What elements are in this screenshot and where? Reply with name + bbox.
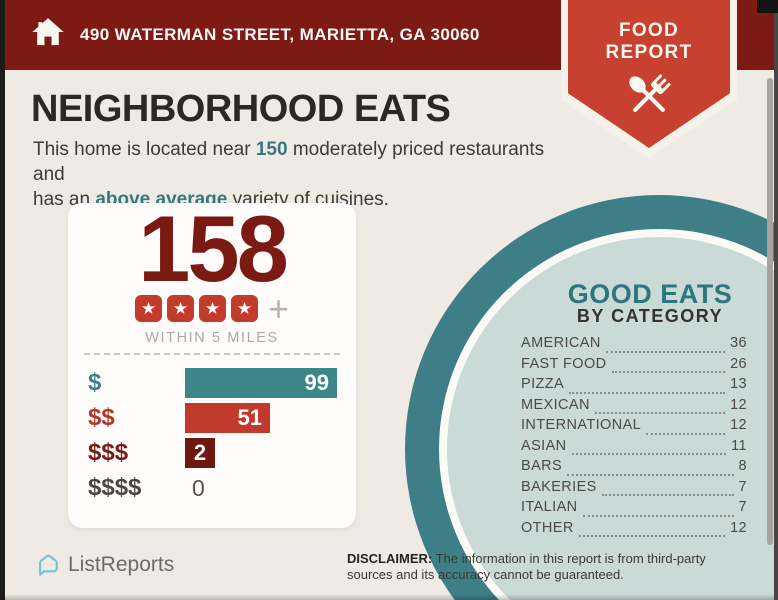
disclaimer-text: DISCLAIMER: The information in this repo…: [347, 551, 749, 583]
bottom-edge-shadow: [0, 594, 778, 600]
price-label: $$$: [88, 439, 129, 466]
price-label: $: [88, 369, 102, 396]
category-label: INTERNATIONAL: [521, 417, 642, 433]
category-value: 7: [738, 499, 747, 515]
category-label: MEXICAN: [521, 396, 590, 413]
category-value: 12: [730, 396, 747, 413]
category-value: 12: [730, 519, 747, 536]
category-row: ASIAN 11: [521, 438, 747, 459]
category-label: OTHER: [521, 519, 574, 536]
category-label: BARS: [521, 458, 563, 474]
badge-line2: REPORT: [605, 42, 693, 63]
restaurant-stat-card: 158 ★ ★ ★ ★ + WITHIN 5 MILES $ 99 $$ 51 …: [68, 196, 356, 528]
dotted-leader: [578, 535, 726, 537]
dotted-leader: [594, 412, 726, 414]
price-label: $$: [88, 404, 115, 431]
category-row: INTERNATIONAL 12: [521, 417, 747, 438]
left-edge-border: [0, 0, 5, 600]
category-value: 13: [730, 376, 747, 392]
dotted-leader: [567, 473, 734, 476]
category-row: BAKERIES 7: [521, 479, 747, 500]
category-list: AMERICAN 36 FAST FOOD 26 PIZZA 13 MEXICAN 12…: [521, 335, 747, 540]
category-value: 8: [738, 458, 747, 474]
price-bar-chart: $ 99 $$ 51 $$$ 2 $$$$ 0: [88, 368, 338, 503]
category-label: PIZZA: [521, 376, 565, 392]
dotted-leader: [611, 371, 726, 373]
good-eats-title: GOOD EATS: [567, 279, 733, 309]
dotted-leader: [582, 514, 734, 517]
category-label: ASIAN: [521, 437, 567, 454]
food-report-badge-inner: FOOD REPORT: [568, 0, 730, 148]
category-value: 12: [730, 417, 747, 433]
home-icon: [32, 18, 64, 46]
page-title: NEIGHBORHOOD EATS: [31, 88, 451, 130]
category-row: ITALIAN 7: [521, 499, 747, 520]
top-right-corner-artifact: [757, 0, 778, 13]
intro-text-2: moderately priced restaurants and: [33, 139, 545, 185]
right-edge-border: [774, 0, 778, 600]
price-bar: 2: [185, 438, 215, 468]
category-row: AMERICAN 36: [521, 335, 747, 356]
scrollbar-thumb[interactable]: [767, 78, 773, 545]
category-row: OTHER 12: [521, 520, 747, 541]
category-value: 7: [738, 478, 747, 495]
category-row: FAST FOOD 26: [521, 356, 747, 377]
spoon-fork-icon: [629, 74, 671, 112]
food-report-badge: FOOD REPORT: [561, 0, 737, 158]
category-value: 11: [731, 437, 747, 454]
star-icon: ★: [166, 295, 194, 322]
category-row: BARS 8: [521, 458, 747, 479]
good-eats-subtitle: BY CATEGORY: [576, 306, 724, 326]
category-row: MEXICAN 12: [521, 397, 747, 418]
category-label: ITALIAN: [521, 499, 578, 515]
price-row: $$$ 2: [88, 438, 338, 468]
category-label: FAST FOOD: [521, 355, 607, 372]
star-icon: ★: [134, 295, 162, 322]
category-row: PIZZA 13: [521, 376, 747, 397]
listreports-wordmark: ListReports: [68, 553, 175, 576]
price-label: $$$$: [88, 474, 142, 501]
dotted-leader: [571, 453, 727, 455]
intro-text-1: This home is located near: [33, 139, 256, 160]
category-label: BAKERIES: [521, 478, 597, 495]
star-icon: ★: [198, 295, 226, 322]
property-address: 490 WATERMAN STREET, MARIETTA, GA 30060: [80, 25, 480, 44]
price-row: $$$$ 0: [88, 473, 338, 503]
disclaimer-label: DISCLAIMER:: [347, 551, 433, 566]
badge-title: FOOD REPORT: [606, 20, 693, 64]
dotted-leader: [569, 391, 726, 394]
dotted-leader: [601, 494, 734, 496]
disclaimer-body: The information in this report is from t…: [347, 551, 706, 582]
price-bar: 99: [185, 368, 337, 398]
category-label: AMERICAN: [521, 335, 601, 351]
category-value: 36: [730, 335, 747, 351]
dotted-leader: [646, 432, 726, 435]
price-bar: 51: [185, 403, 270, 433]
listreports-house-icon: [39, 554, 58, 576]
radius-label: WITHIN 5 MILES: [145, 330, 279, 346]
restaurant-count: 150: [255, 139, 288, 160]
badge-line1: FOOD: [618, 20, 680, 41]
price-row: $$ 51: [88, 403, 338, 433]
intro-paragraph: This home is located near 150 moderately…: [33, 137, 578, 212]
category-value: 26: [730, 355, 747, 372]
listreports-logo: ListReports: [36, 552, 174, 578]
star-icon: ★: [230, 295, 258, 322]
dashed-divider: [84, 353, 340, 355]
star-rating-row: ★ ★ ★ ★ +: [68, 288, 356, 329]
plus-sign: +: [267, 288, 290, 329]
dotted-leader: [605, 350, 726, 353]
price-zero-value: 0: [192, 474, 205, 501]
price-row: $ 99: [88, 368, 338, 398]
total-restaurants-number: 158: [138, 196, 289, 301]
